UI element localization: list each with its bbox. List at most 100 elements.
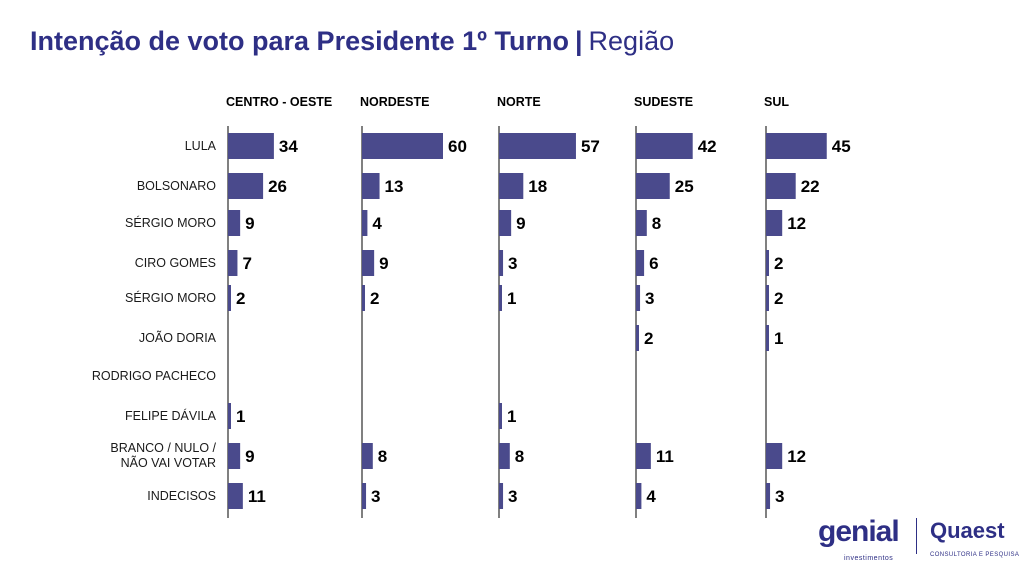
data-label: 60 bbox=[448, 137, 467, 156]
bar bbox=[766, 173, 796, 199]
bar bbox=[636, 483, 642, 509]
data-label: 45 bbox=[832, 137, 851, 156]
data-label: 1 bbox=[774, 329, 783, 348]
data-label: 25 bbox=[675, 177, 694, 196]
bar bbox=[766, 443, 783, 469]
data-label: 9 bbox=[379, 254, 388, 273]
bar bbox=[766, 325, 769, 351]
data-label: 2 bbox=[236, 289, 245, 308]
data-label: 2 bbox=[774, 254, 783, 273]
bar bbox=[766, 250, 769, 276]
data-label: 42 bbox=[698, 137, 717, 156]
data-label: 2 bbox=[644, 329, 653, 348]
series-header: NORDESTE bbox=[360, 95, 429, 109]
bar bbox=[228, 173, 264, 199]
bar bbox=[362, 133, 443, 159]
series-header: SUL bbox=[764, 95, 789, 109]
bar bbox=[636, 443, 651, 469]
category-label: SÉRGIO MORO bbox=[125, 215, 216, 230]
bar bbox=[362, 210, 368, 236]
genial-logo-tagline: investimentos bbox=[844, 555, 894, 562]
bar bbox=[766, 210, 783, 236]
category-label: SÉRGIO MORO bbox=[125, 290, 216, 305]
data-label: 3 bbox=[775, 487, 784, 506]
data-label: 11 bbox=[248, 487, 266, 506]
bar bbox=[499, 173, 524, 199]
bar bbox=[228, 483, 243, 509]
bar bbox=[636, 285, 641, 311]
quaest-logo-tagline: CONSULTORIA E PESQUISA bbox=[930, 552, 1020, 558]
bar bbox=[362, 443, 373, 469]
data-label: 34 bbox=[279, 137, 298, 156]
data-label: 9 bbox=[516, 214, 525, 233]
category-label: JOÃO DORIA bbox=[139, 331, 217, 345]
bar bbox=[228, 285, 231, 311]
bar bbox=[362, 250, 375, 276]
data-label: 57 bbox=[581, 137, 600, 156]
data-label: 12 bbox=[787, 447, 806, 466]
bar bbox=[228, 403, 231, 429]
category-label: INDECISOS bbox=[147, 489, 216, 503]
category-label: BRANCO / NULO / NÃO VAI VOTAR bbox=[110, 441, 216, 470]
bar bbox=[636, 325, 639, 351]
category-label: LULA bbox=[185, 139, 217, 153]
bar bbox=[636, 173, 670, 199]
data-label: 8 bbox=[515, 447, 524, 466]
title-subtitle: Região bbox=[588, 26, 675, 56]
bar bbox=[228, 133, 274, 159]
bar bbox=[766, 285, 769, 311]
genial-logo: genial investimentos bbox=[818, 515, 908, 563]
data-label: 3 bbox=[645, 289, 654, 308]
data-label: 3 bbox=[371, 487, 380, 506]
bar bbox=[499, 285, 502, 311]
data-label: 1 bbox=[507, 407, 516, 426]
data-label: 8 bbox=[378, 447, 387, 466]
title-separator: | bbox=[574, 26, 583, 56]
data-label: 8 bbox=[652, 214, 661, 233]
data-label: 9 bbox=[245, 447, 254, 466]
data-label: 4 bbox=[372, 214, 382, 233]
bar bbox=[766, 133, 827, 159]
bar bbox=[636, 210, 647, 236]
data-label: 9 bbox=[245, 214, 254, 233]
data-label: 1 bbox=[507, 289, 516, 308]
bar bbox=[362, 173, 380, 199]
quaest-logo-text: Quaest bbox=[930, 518, 1005, 543]
bar bbox=[766, 483, 771, 509]
bar bbox=[499, 443, 510, 469]
series-header: NORTE bbox=[497, 95, 541, 109]
series-header: CENTRO - OESTE bbox=[226, 95, 332, 109]
data-label: 1 bbox=[236, 407, 245, 426]
data-label: 3 bbox=[508, 487, 517, 506]
category-label: RODRIGO PACHECO bbox=[92, 369, 216, 383]
quaest-logo: Quaest CONSULTORIA E PESQUISA bbox=[930, 518, 1019, 559]
data-label: 22 bbox=[801, 177, 820, 196]
bar bbox=[499, 210, 512, 236]
data-label: 2 bbox=[370, 289, 379, 308]
bar bbox=[499, 133, 576, 159]
bar bbox=[228, 210, 241, 236]
data-label: 2 bbox=[774, 289, 783, 308]
bar bbox=[499, 483, 504, 509]
category-label: CIRO GOMES bbox=[135, 256, 216, 270]
bar bbox=[636, 133, 693, 159]
data-label: 12 bbox=[787, 214, 806, 233]
series-header: SUDESTE bbox=[634, 95, 693, 109]
data-label: 4 bbox=[646, 487, 656, 506]
bar bbox=[228, 250, 238, 276]
bar bbox=[362, 483, 367, 509]
data-label: 7 bbox=[242, 254, 251, 273]
logo-divider bbox=[916, 518, 917, 554]
bar bbox=[636, 250, 645, 276]
bar bbox=[499, 403, 502, 429]
data-label: 3 bbox=[508, 254, 517, 273]
data-label: 26 bbox=[268, 177, 287, 196]
bar bbox=[362, 285, 365, 311]
data-label: 6 bbox=[649, 254, 658, 273]
category-label: BOLSONARO bbox=[137, 179, 216, 193]
genial-logo-text: genial bbox=[818, 515, 900, 548]
data-label: 18 bbox=[528, 177, 547, 196]
data-label: 11 bbox=[656, 447, 674, 466]
chart-title: Intenção de voto para Presidente 1º Turn… bbox=[30, 26, 674, 57]
